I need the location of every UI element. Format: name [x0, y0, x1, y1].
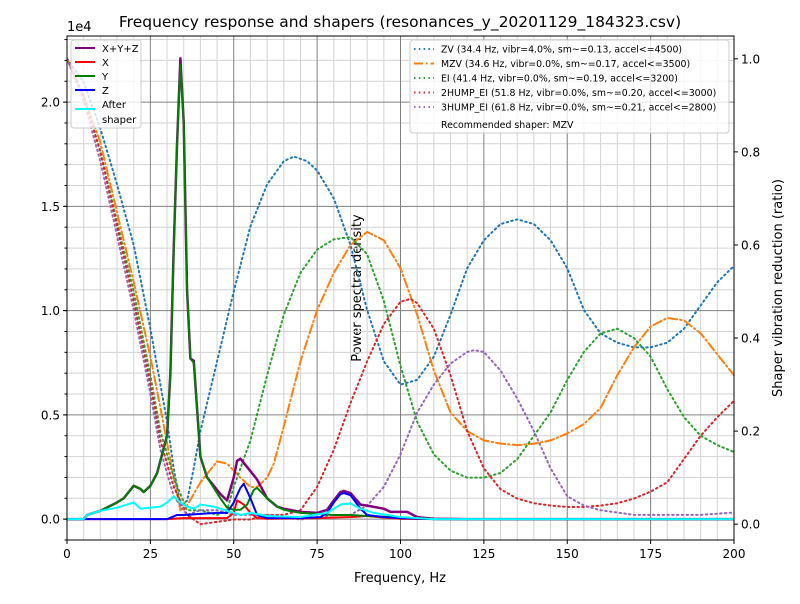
x-tick-label: 175 — [639, 547, 662, 561]
y-right-tick-label: 0.2 — [741, 425, 760, 439]
y-right-tick-label: 0.6 — [741, 238, 760, 252]
legend-label: Z — [102, 86, 109, 97]
x-tick-label: 100 — [389, 547, 412, 561]
y-right-tick-label: 0.0 — [741, 518, 760, 532]
y-tick-label: 0.5 — [41, 408, 60, 422]
legend-label-after-shaper-2: shaper — [102, 115, 137, 126]
y-axis-offset-label: 1e4 — [67, 20, 92, 35]
x-axis-label: Frequency, Hz — [354, 571, 446, 586]
legend-label: 2HUMP_EI (51.8 Hz, vibr=0.0%, sm~=0.20, … — [441, 88, 716, 99]
chart-title: Frequency response and shapers (resonanc… — [119, 13, 681, 32]
legend-label: Y — [101, 72, 109, 83]
axis-ticks: 0 25 50 75 100 125 150 175 200 0.0 0.5 1.0 1.5 2.0 0.0… — [41, 39, 760, 561]
y-axis-label: Power spectral density — [350, 214, 365, 362]
legend-label: X — [102, 58, 109, 69]
shaper-line-4 — [67, 57, 734, 521]
y-right-axis-label: Shaper vibration reduction (ratio) — [771, 179, 786, 397]
legend-shapers-box — [409, 39, 730, 134]
y-tick-label: 2.0 — [41, 96, 60, 110]
psd-line-4 — [67, 495, 734, 521]
shaper-curves — [67, 57, 734, 526]
legend-label: EI (41.4 Hz, vibr=0.0%, sm~=0.19, accel<… — [441, 74, 678, 85]
shaper-line-3 — [67, 57, 734, 526]
psd-line-3 — [67, 482, 734, 521]
y-right-tick-label: 0.8 — [741, 145, 760, 159]
y-tick-label: 1.0 — [41, 304, 60, 318]
legend-label: 3HUMP_EI (61.8 Hz, vibr=0.0%, sm~=0.21, … — [441, 103, 716, 114]
y-tick-label: 0.0 — [41, 513, 60, 527]
x-tick-label: 25 — [143, 547, 158, 561]
legend-label: ZV (34.4 Hz, vibr=4.0%, sm~=0.13, accel<… — [441, 45, 682, 56]
x-tick-label: 0 — [63, 547, 71, 561]
legend-psd: X+Y+Z XYZ After shaper — [70, 39, 142, 129]
legend-shapers: ZV (34.4 Hz, vibr=4.0%, sm~=0.13, accel<… — [409, 39, 730, 134]
y-right-tick-label: 1.0 — [741, 52, 760, 66]
legend-label-after-shaper: After — [102, 100, 127, 111]
y-tick-label: 1.5 — [41, 200, 60, 214]
x-tick-label: 75 — [309, 547, 324, 561]
shaper-line-1 — [67, 57, 734, 512]
psd-curves — [67, 57, 734, 521]
recommended-shaper-note: Recommended shaper: MZV — [441, 120, 574, 131]
y-right-tick-label: 0.4 — [741, 332, 760, 346]
legend-label: X+Y+Z — [102, 44, 139, 55]
x-tick-label: 200 — [723, 547, 746, 561]
psd-line-2 — [67, 63, 734, 521]
x-tick-label: 125 — [472, 547, 495, 561]
x-tick-label: 50 — [226, 547, 241, 561]
x-tick-label: 150 — [556, 547, 579, 561]
shaper-line-2 — [67, 57, 734, 516]
plot-frame — [66, 35, 735, 541]
legend-label: MZV (34.6 Hz, vibr=0.0%, sm~=0.17, accel… — [441, 59, 690, 70]
